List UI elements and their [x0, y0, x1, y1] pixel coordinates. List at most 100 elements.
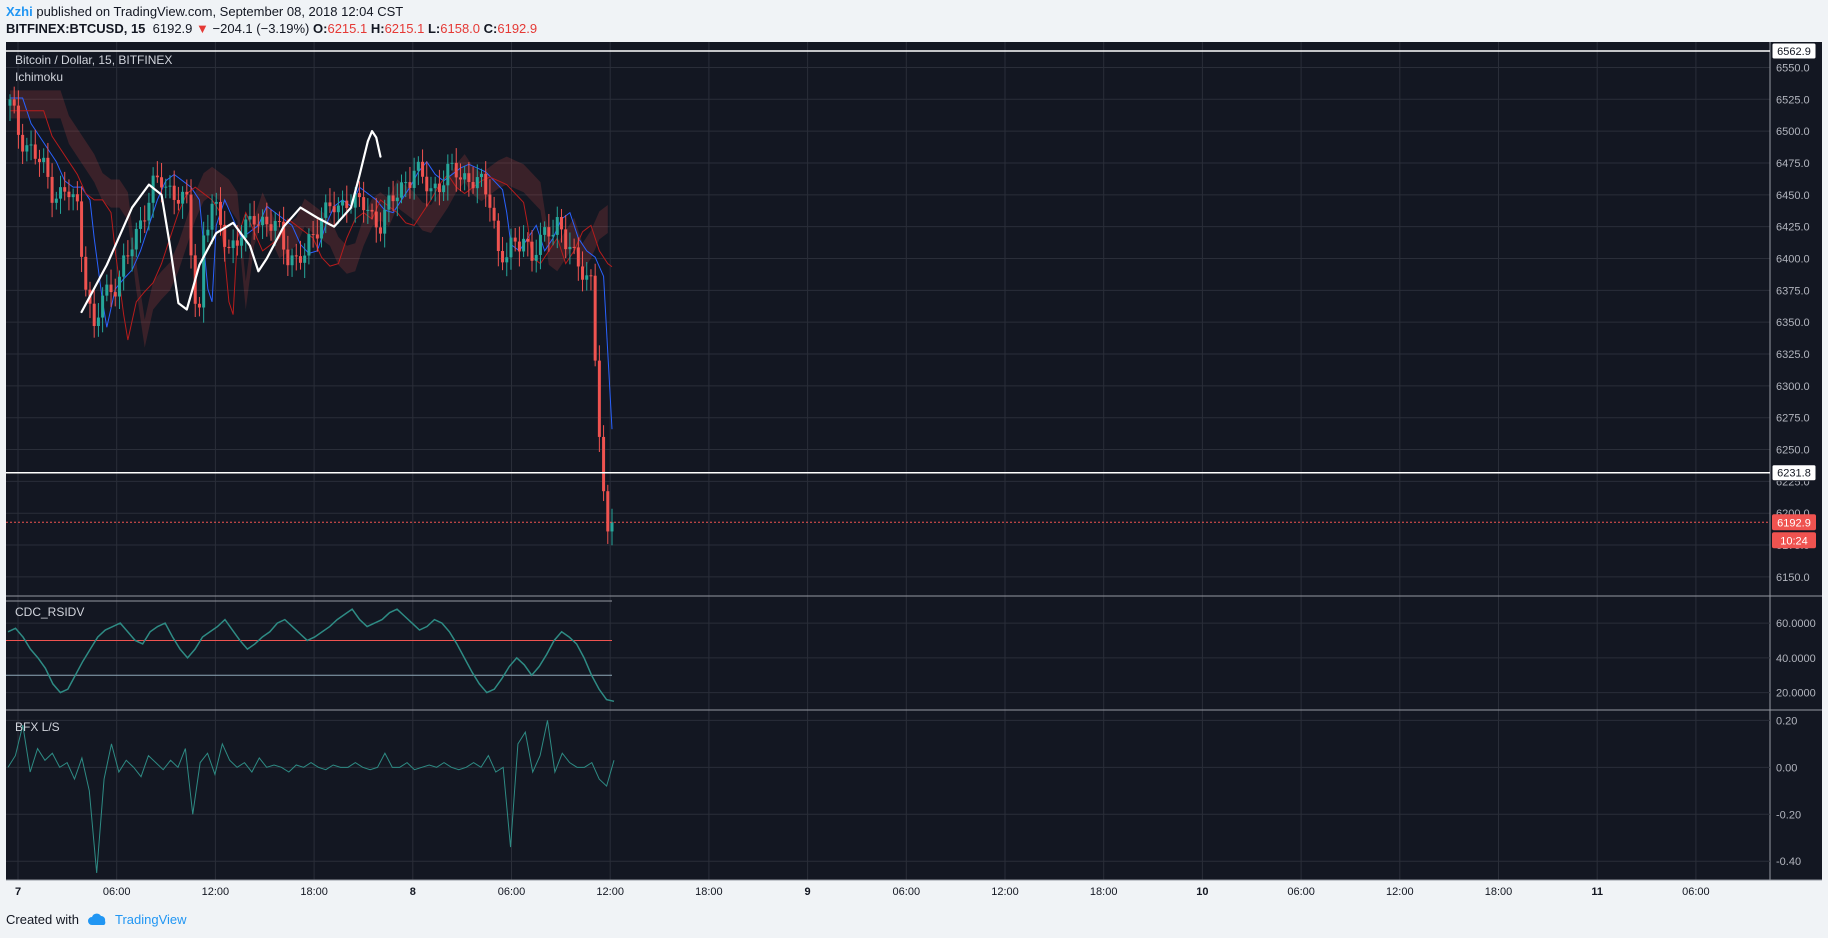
candle-body [576, 247, 580, 267]
candle-body [227, 246, 231, 249]
candle-body [526, 238, 530, 242]
candle-body [547, 227, 551, 237]
candle-body [421, 161, 425, 177]
x-tick-label: 06:00 [893, 886, 921, 898]
y-tick-label: 6525.0 [1776, 94, 1810, 106]
author-link[interactable]: Xzhi [6, 4, 33, 19]
x-tick-label: 9 [805, 886, 811, 898]
candle-body [117, 276, 121, 297]
ls-name: BFX L/S [15, 720, 60, 734]
candle-body [471, 181, 475, 189]
candle-body [559, 217, 563, 230]
candle-body [568, 246, 572, 250]
x-tick-label: 18:00 [695, 886, 723, 898]
candle-body [492, 207, 496, 221]
candle-body [593, 275, 597, 361]
candle-body [345, 200, 349, 209]
chart-title: Bitcoin / Dollar, 15, BITFINEX [15, 53, 172, 67]
ls-tick-label: -0.20 [1776, 809, 1801, 821]
candle-body [585, 275, 589, 280]
candles [8, 86, 614, 546]
candle-body [71, 194, 75, 198]
candle-body [269, 224, 273, 231]
candle-body [80, 201, 84, 257]
candle-body [63, 187, 67, 192]
y-tick-label: 6475.0 [1776, 158, 1810, 170]
x-tick-label: 18:00 [1090, 886, 1118, 898]
x-tick-label: 11 [1591, 886, 1603, 898]
ls-tick-label: -0.40 [1776, 856, 1801, 868]
candle-body [206, 229, 210, 236]
candle-body [42, 157, 46, 163]
close-value: 6192.9 [497, 21, 538, 36]
candle-body [315, 234, 319, 239]
candle-body [202, 235, 206, 308]
candle-body [126, 255, 130, 257]
candle-body [265, 216, 269, 225]
horizontal-lines [6, 50, 1770, 523]
symbol-info: BITFINEX:BTCUSD, 15 6192.9 ▼ −204.1 (−3.… [6, 21, 537, 36]
candle-body [50, 176, 54, 203]
candle-body [185, 191, 189, 195]
badge-top-line-bg [1771, 42, 1817, 60]
badge-mid-line-bg [1771, 464, 1817, 482]
candle-body [143, 220, 147, 222]
ls-tick-label: 0.00 [1776, 762, 1797, 774]
low-label: L: [427, 21, 441, 36]
candle-body [231, 240, 235, 249]
candle-body [378, 227, 382, 234]
y-tick-label: 6150.0 [1776, 572, 1810, 584]
candle-body [240, 237, 244, 246]
chart-area[interactable]: 6150.06175.06200.06225.06250.06275.06300… [0, 0, 1828, 900]
ls-tick-label: 0.20 [1776, 715, 1797, 727]
y-tick-label: 6350.0 [1776, 317, 1810, 329]
candle-body [172, 185, 176, 200]
candle-body [8, 99, 12, 106]
cloud-area [10, 90, 608, 348]
candle-body [164, 186, 168, 188]
close-label: C: [483, 21, 498, 36]
ls-pane [7, 720, 615, 874]
price-badges: 6562.9 6231.8 6192.9 10:24 [1771, 42, 1817, 549]
trend-drawing[interactable] [80, 130, 382, 314]
candle-body [589, 275, 593, 277]
candle-body [109, 284, 113, 293]
candle-body [29, 144, 33, 146]
candle-body [479, 173, 483, 178]
candle-body [332, 206, 336, 213]
candle-body [564, 229, 568, 250]
footer: Created with TradingView [6, 912, 187, 927]
candle-body [442, 185, 446, 193]
created-with: Created with [6, 912, 79, 927]
chart-background [6, 42, 1770, 880]
price-axis[interactable] [1770, 42, 1822, 880]
badge-price: 6192.9 [1777, 517, 1811, 529]
candle-body [581, 266, 585, 280]
candle-body [311, 234, 315, 236]
candle-body [374, 211, 378, 228]
candle-body [218, 201, 222, 225]
candle-body [67, 191, 71, 198]
candle-body [286, 249, 290, 266]
x-tick-label: 12:00 [1386, 886, 1414, 898]
candle-body [467, 173, 471, 182]
candle-body [75, 194, 79, 202]
candle-body [290, 255, 294, 266]
candle-body [155, 175, 159, 178]
candle-body [383, 209, 387, 234]
candle-body [505, 257, 509, 263]
rsi-tick-label: 20.0000 [1776, 688, 1816, 700]
last-price: 6192.9 [152, 21, 193, 36]
candle-body [484, 173, 488, 195]
candle-body [130, 249, 134, 257]
candle-body [463, 173, 467, 180]
x-tick-label: 12:00 [202, 886, 230, 898]
candle-body [412, 170, 416, 188]
candle-body [517, 241, 521, 252]
symbol-label: BITFINEX:BTCUSD, 15 [6, 21, 146, 36]
tradingview-link[interactable]: TradingView [87, 912, 187, 927]
candle-body [395, 197, 399, 202]
candle-body [543, 227, 547, 235]
y-tick-label: 6275.0 [1776, 413, 1810, 425]
ls-line [7, 720, 615, 874]
